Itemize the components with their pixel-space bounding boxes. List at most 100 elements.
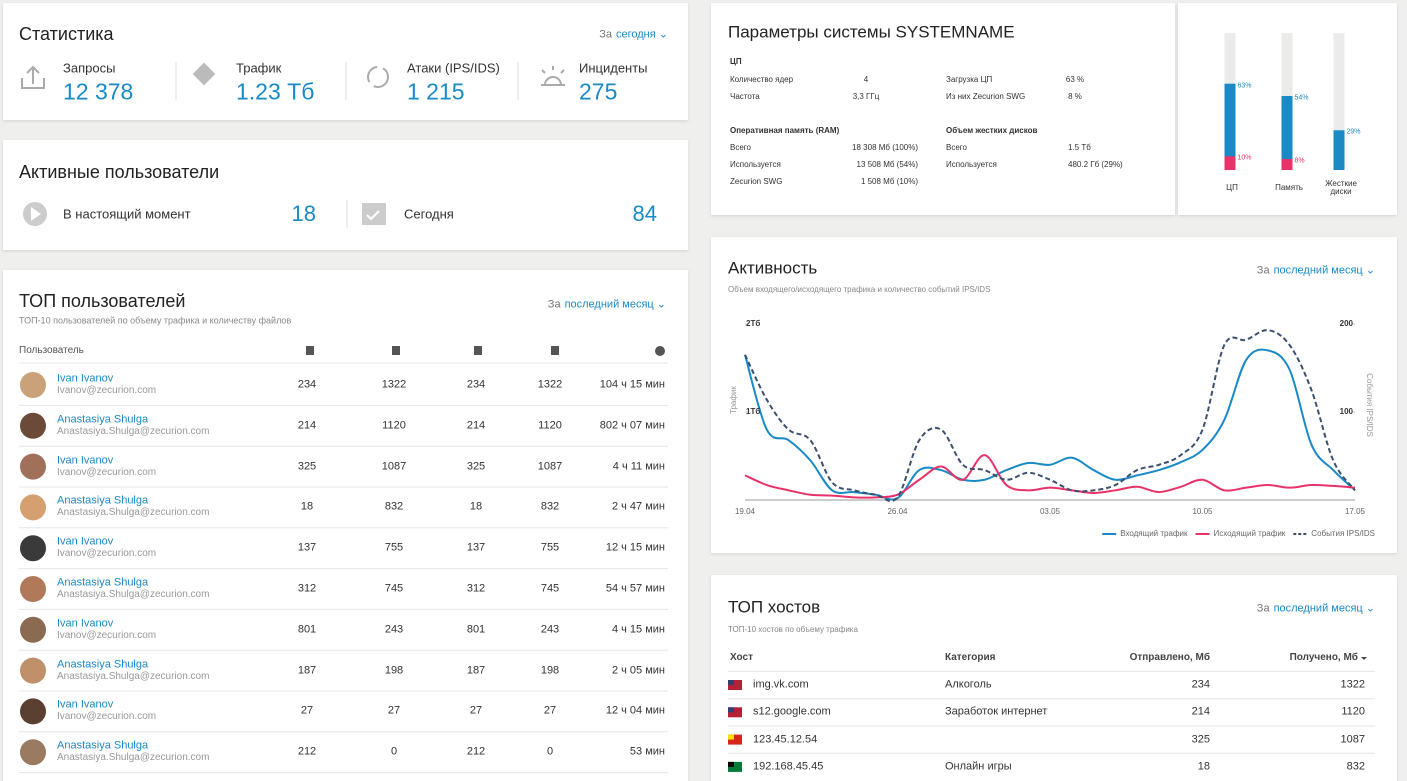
param-label: Количество ядер [730,75,794,84]
series-line [744,348,1356,501]
legend-label: События IPS/IDS [1311,529,1375,538]
avatar [20,739,46,766]
param-label: Всего [730,143,751,152]
period-selector[interactable]: За последний месяц ⌄ [1256,602,1375,615]
cell-value: 0 [546,745,554,758]
flag [728,680,742,690]
cell-time: 104 ч 15 мин [599,378,665,391]
cell-value: 234 [1191,678,1210,691]
param-value: 1 508 Мб (10%) [860,177,918,186]
column-icon [551,346,559,355]
column-icon [474,346,482,355]
user-name[interactable]: Ivan Ivanov [57,372,114,385]
period-selector[interactable]: За последний месяц ⌄ [547,298,666,311]
active-users-card [3,140,688,250]
period-link[interactable]: последний месяц [564,298,654,311]
cell-value: 234 [466,378,486,391]
cell-value: 312 [297,582,317,595]
value-label: 29% [1346,128,1361,136]
avatar [20,494,46,521]
user-email: Anastasiya.Shulga@zecurion.com [57,425,210,437]
cell-value: 187 [297,664,317,677]
cell-value: 27 [300,704,314,717]
card-subtitle: ТОП-10 хостов по объему трафика [728,625,858,634]
period-link[interactable]: последний месяц [1273,602,1363,615]
period-selector[interactable]: За сегодня ⌄ [599,28,668,41]
cell-value: 1322 [1340,678,1365,691]
cell-value: 1120 [538,419,562,432]
cell-value: 801 [466,623,486,636]
cell-value: 1322 [381,378,407,391]
column-icon [306,346,314,355]
category-label: Память [1275,183,1303,192]
user-email: Ivanov@zecurion.com [57,629,157,641]
user-name[interactable]: Ivan Ivanov [57,454,114,467]
category-label: Жесткие диски [1325,179,1357,196]
cell-value: 243 [384,623,404,636]
host-name: 123.45.12.54 [753,733,818,746]
cell-value: 1087 [1340,733,1365,746]
icons [21,62,565,226]
user-name[interactable]: Anastasiya Shulga [57,739,149,752]
user-email: Ivanov@zecurion.com [57,385,157,396]
card-subtitle: ТОП-10 пользователей по объему трафика и… [19,315,292,326]
cell-value: 832 [540,500,560,513]
period-prefix: За [547,298,561,311]
host-name: s12.google.com [753,705,831,718]
flag-detail [728,707,734,713]
user-name[interactable]: Ivan Ivanov [57,617,114,630]
value-label: 10% [1237,154,1252,162]
stat-label: Инциденты [579,60,648,76]
stats-card [3,3,688,120]
y-axis-title: Трафик [729,386,738,414]
cell-value: 832 [1346,760,1365,773]
user-name[interactable]: Anastasiya Shulga [57,576,149,589]
y2-tick-label: 100 [1339,407,1353,416]
user-name[interactable]: Anastasiya Shulga [57,413,149,426]
flag [728,734,742,745]
avatar [20,616,46,643]
cell-value: 198 [384,664,404,677]
cell-value: 0 [390,745,398,758]
card-subtitle: Объем входящего/исходящего трафика и кол… [728,285,991,294]
host-name: 192.168.45.45 [753,760,824,773]
param-label: Частота [730,92,760,101]
avatar [20,698,46,725]
cell-value: 755 [540,541,560,554]
bar-track [1333,33,1345,170]
card-title: ТОП пользователей [19,291,186,311]
cell-value: 198 [540,664,560,677]
value-label: 54% [1294,94,1309,102]
series-line [744,454,1356,499]
period-selector[interactable]: За последний месяц ⌄ [1256,264,1375,277]
param-label: Zecurion SWG [730,177,783,186]
cell-time: 4 ч 11 мин [612,460,665,473]
stat-label: Атаки (IPS/IDS) [407,60,500,76]
user-name[interactable]: Ivan Ivanov [57,698,114,711]
cell-value: 18 [469,500,483,513]
user-name[interactable]: Anastasiya Shulga [57,658,149,671]
user-name[interactable]: Anastasiya Shulga [57,494,149,507]
user-email: Anastasiya.Shulga@zecurion.com [57,752,210,764]
cell-time: 12 ч 15 мин [605,541,665,554]
active-value: 18 [291,201,316,226]
cell-value: 325 [466,460,486,473]
cell-value: 745 [384,582,404,595]
avatar [20,453,46,480]
flag-detail [728,761,734,767]
separators [175,62,519,228]
cell-time: 802 ч 07 мин [599,419,665,432]
cell-value: 234 [297,378,317,391]
period-link[interactable]: сегодня [616,28,656,41]
period-link[interactable]: последний месяц [1273,264,1363,277]
param-value: 8 % [1068,92,1082,101]
bar [1224,156,1236,170]
user-name[interactable]: Ivan Ivanov [57,535,114,548]
section-title: Объем жестких дисков [946,126,1038,135]
param-value: 18 308 Мб (100%) [852,143,918,152]
flag-detail [728,680,734,685]
cell-value: 1120 [1341,705,1365,718]
y2-axis-title: События IPS/IDS [1365,373,1374,437]
avatar [20,657,46,684]
card-title: Статистика [19,24,114,44]
